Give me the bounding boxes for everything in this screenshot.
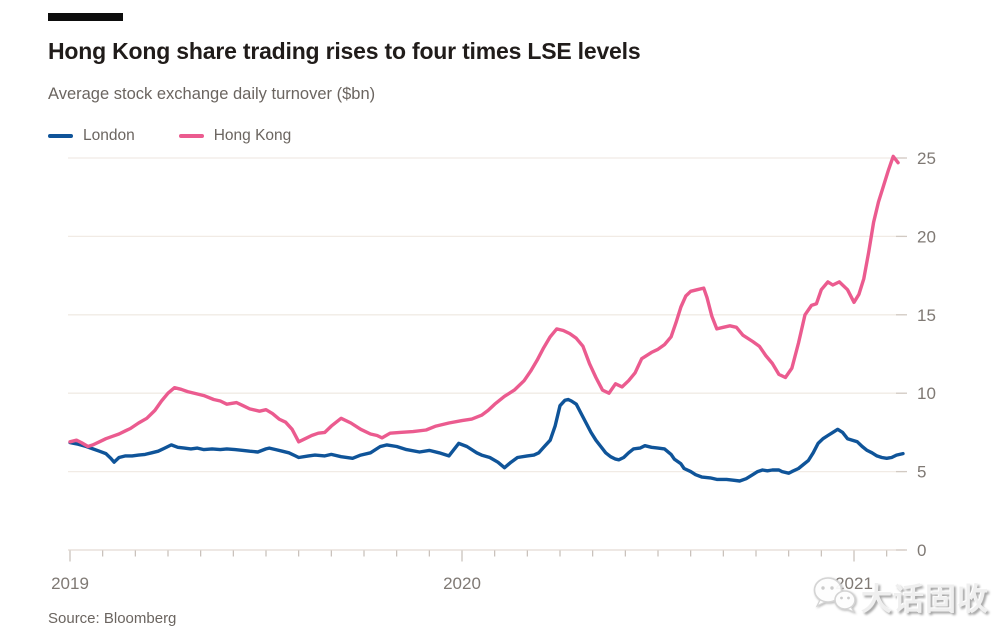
- chart-title: Hong Kong share trading rises to four ti…: [48, 38, 641, 64]
- svg-text:10: 10: [917, 384, 936, 403]
- svg-text:5: 5: [917, 463, 926, 482]
- svg-text:2019: 2019: [51, 574, 89, 593]
- wechat-icon: [813, 577, 856, 614]
- watermark-text: 大话固收: [861, 582, 989, 618]
- legend-item-hong-kong: Hong Kong: [178, 127, 292, 145]
- legend-label-hong-kong: Hong Kong: [213, 127, 292, 144]
- watermark: 大话固收: [812, 574, 989, 620]
- svg-text:20: 20: [917, 227, 936, 246]
- svg-text:15: 15: [917, 306, 936, 325]
- accent-bar: [48, 13, 123, 21]
- legend: London Hong Kong: [48, 127, 291, 145]
- london-line-swatch: [48, 133, 73, 139]
- svg-text:2020: 2020: [443, 574, 481, 593]
- svg-text:2021: 2021: [835, 574, 873, 593]
- hong-kong-line-swatch: [178, 133, 204, 139]
- legend-item-london: London: [48, 127, 135, 145]
- svg-text:0: 0: [917, 541, 926, 560]
- chart-subtitle: Average stock exchange daily turnover ($…: [48, 85, 376, 103]
- source-note: Source: Bloomberg: [48, 610, 177, 627]
- legend-label-london: London: [83, 127, 135, 144]
- svg-text:25: 25: [917, 149, 936, 168]
